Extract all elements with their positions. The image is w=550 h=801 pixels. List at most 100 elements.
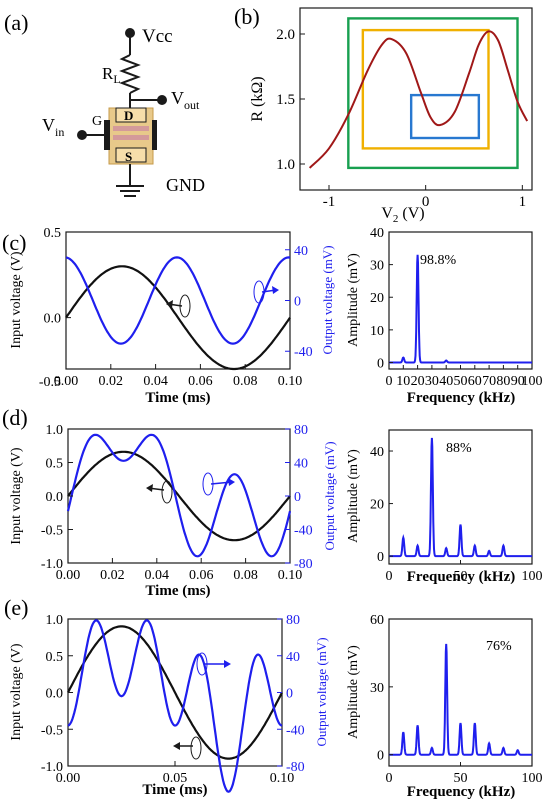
chart-e-left-tick-label-0: -1.0 bbox=[41, 760, 63, 775]
chart-b-x-tick-label-0: -1 bbox=[323, 194, 336, 210]
chart-e-x-label: Time (ms) bbox=[142, 782, 207, 798]
chart-d-time: 0.00 0.02 0.04 0.06 0.08 0.10 -1.0 -0.5 0.0 0.5 1… bbox=[9, 423, 337, 599]
panel-label-c: (c) bbox=[2, 230, 26, 255]
chart-e-right-tick-label-0: -80 bbox=[286, 760, 305, 775]
chart-d-input-arrowhead bbox=[146, 484, 153, 492]
chart-d-x-tick-label-3: 0.06 bbox=[189, 568, 214, 583]
chart-c-fft-x-tick-label-6: 60 bbox=[468, 374, 482, 389]
chart-d-fft-y-ticks: 0 20 40 bbox=[370, 445, 393, 565]
chart-b-series-line bbox=[308, 30, 529, 169]
rl-sub: L bbox=[113, 72, 120, 86]
chart-d-output-curve bbox=[66, 433, 292, 558]
chart-e-left-tick-label-4: 1.0 bbox=[46, 613, 64, 628]
source-contact bbox=[115, 147, 147, 163]
chart-c-time: 0.00 0.02 0.04 0.06 0.08 0.10 -0.5 0.0 0.5 -40 0… bbox=[9, 226, 335, 406]
chart-d-left-tick-label-3: 0.5 bbox=[46, 457, 64, 472]
chart-e-fft-x-tick-label-2: 100 bbox=[522, 771, 543, 786]
chart-d-x-tick-label-0: 0.00 bbox=[56, 568, 81, 583]
chart-e-fft-spectrum bbox=[389, 643, 532, 756]
drain-label: D bbox=[124, 108, 133, 123]
chart-d-x-label: Time (ms) bbox=[145, 583, 210, 599]
chart-d-fft-x-tick-label-2: 100 bbox=[522, 569, 543, 584]
chart-c-fft-x-tick-label-0: 0 bbox=[386, 374, 393, 389]
chart-e-left-tick-label-3: 0.5 bbox=[46, 650, 64, 665]
vin-terminal bbox=[77, 130, 87, 140]
chart-d-output-arrowhead bbox=[228, 478, 235, 486]
chart-c-fft-x-tick-label-2: 20 bbox=[411, 374, 425, 389]
chart-b: -1 0 1 1.0 1.5 2.0 V2 (V) R (kΩ) bbox=[249, 7, 533, 225]
drain-contact bbox=[115, 107, 147, 123]
chart-c-fft-annotation: 98.8% bbox=[420, 253, 457, 268]
vout-main: V bbox=[171, 88, 184, 108]
chart-d-left-tick-label-1: -0.5 bbox=[41, 524, 63, 539]
vout-terminal bbox=[157, 95, 167, 105]
chart-c-fft-y-tick-label-3: 30 bbox=[370, 259, 384, 274]
chart-c-input-curve bbox=[65, 265, 291, 371]
chart-d-input-curve bbox=[67, 450, 291, 542]
chart-c-fft-x-tick-label-10: 100 bbox=[522, 374, 543, 389]
chart-e-x-tick-label-2: 0.10 bbox=[270, 771, 295, 786]
gnd-label: GND bbox=[166, 175, 205, 195]
vout-label: Vout bbox=[171, 88, 200, 112]
chart-b-x-label-unit: (V) bbox=[398, 205, 424, 222]
chart-c-left-ticks: -0.5 0.0 0.5 bbox=[39, 226, 71, 390]
circuit-diagram: Vcc RL Vout D S G Vin GND bbox=[42, 26, 205, 197]
chart-d-fft: 0 50 100 0 20 40 88% Frequency (kHz) Amplitu… bbox=[346, 429, 543, 585]
channel-layer bbox=[113, 126, 149, 131]
chart-d-right-tick-label-3: 40 bbox=[294, 457, 308, 472]
chart-e-left-ticks: -1.0 -0.5 0.0 0.5 1.0 bbox=[41, 613, 73, 775]
chart-c-fft-y-tick-label-0: 0 bbox=[377, 356, 384, 371]
chart-d-x-tick-label-5: 0.10 bbox=[278, 568, 303, 583]
chart-b-x-ticks: -1 0 1 bbox=[323, 185, 526, 210]
chart-d-right-ticks: -80 -40 0 40 80 bbox=[285, 423, 313, 572]
chart-d-left-tick-label-2: 0.0 bbox=[46, 490, 64, 505]
chart-c-fft-y-label: Amplitude (mV) bbox=[346, 253, 361, 347]
chart-c-fft-y-tick-label-2: 20 bbox=[370, 291, 384, 306]
chart-c-left-tick-label-0: -0.5 bbox=[39, 375, 61, 390]
vout-sub: out bbox=[184, 98, 200, 112]
chart-c-fft-spectrum bbox=[389, 254, 532, 364]
channel-layer-2 bbox=[113, 135, 149, 140]
chart-c-fft-y-tick-label-1: 10 bbox=[370, 324, 384, 339]
vin-label: Vin bbox=[42, 115, 64, 139]
vin-main: V bbox=[42, 115, 55, 135]
chart-b-x-tick-label-2: 1 bbox=[519, 194, 527, 210]
panel-label-e: (e) bbox=[4, 595, 28, 620]
chart-c-fft-x-tick-label-7: 70 bbox=[482, 374, 496, 389]
back-contact bbox=[152, 120, 157, 150]
chart-c-fft-x-tick-label-5: 50 bbox=[454, 374, 468, 389]
chart-c-x-ticks: 0.00 0.02 0.04 0.06 0.08 0.10 bbox=[54, 364, 303, 389]
chart-e-left-tick-label-2: 0.0 bbox=[46, 687, 64, 702]
chart-e-x-ticks: 0.00 0.05 0.10 bbox=[56, 761, 295, 786]
chart-b-y-tick-label-0: 1.0 bbox=[276, 157, 295, 173]
source-label: S bbox=[125, 149, 132, 164]
chart-b-y-tick-label-2: 2.0 bbox=[276, 27, 295, 43]
panel-label-b: (b) bbox=[234, 4, 260, 29]
chart-e-fft: 0 50 100 0 30 60 76% Frequency (kHz) Amplitu… bbox=[346, 613, 543, 800]
chart-c-fft-x-tick-label-8: 80 bbox=[496, 374, 510, 389]
chart-c-left-tick-label-1: 0.0 bbox=[44, 312, 62, 327]
chart-e-right-tick-label-4: 80 bbox=[286, 613, 300, 628]
chart-e-fft-y-label: Amplitude (mV) bbox=[346, 645, 361, 739]
chart-d-right-label: Output voltage (mV) bbox=[322, 441, 337, 550]
chart-c-fft-y-ticks: 0 10 20 30 40 bbox=[370, 226, 393, 371]
chart-c-x-tick-label-5: 0.10 bbox=[278, 374, 303, 389]
chart-e-x-tick-label-1: 0.05 bbox=[163, 771, 188, 786]
chart-d-right-tick-label-1: -40 bbox=[294, 524, 313, 539]
chart-d-x-ticks: 0.00 0.02 0.04 0.06 0.08 0.10 bbox=[56, 558, 303, 583]
chart-c-x-tick-label-2: 0.04 bbox=[143, 374, 168, 389]
chart-d-x-tick-label-1: 0.02 bbox=[100, 568, 125, 583]
chart-d-right-tick-label-4: 80 bbox=[294, 423, 308, 438]
chart-c-right-tick-label-1: 0 bbox=[294, 295, 301, 310]
chart-e-left-label: Input voltage (V) bbox=[9, 643, 24, 741]
chart-e-fft-x-ticks: 0 50 100 bbox=[386, 762, 543, 786]
load-resistor bbox=[119, 54, 141, 94]
chart-c-fft-frame bbox=[388, 231, 533, 370]
chart-d-left-tick-label-4: 1.0 bbox=[46, 423, 64, 438]
chart-b-boxes bbox=[347, 17, 519, 170]
chart-d-fft-y-tick-label-1: 20 bbox=[370, 498, 384, 513]
chart-e-time: 0.00 0.05 0.10 -1.0 -0.5 0.0 0.5 1.0 -80 -40 0 40… bbox=[9, 613, 329, 798]
chart-e-x-tick-label-0: 0.00 bbox=[56, 771, 81, 786]
